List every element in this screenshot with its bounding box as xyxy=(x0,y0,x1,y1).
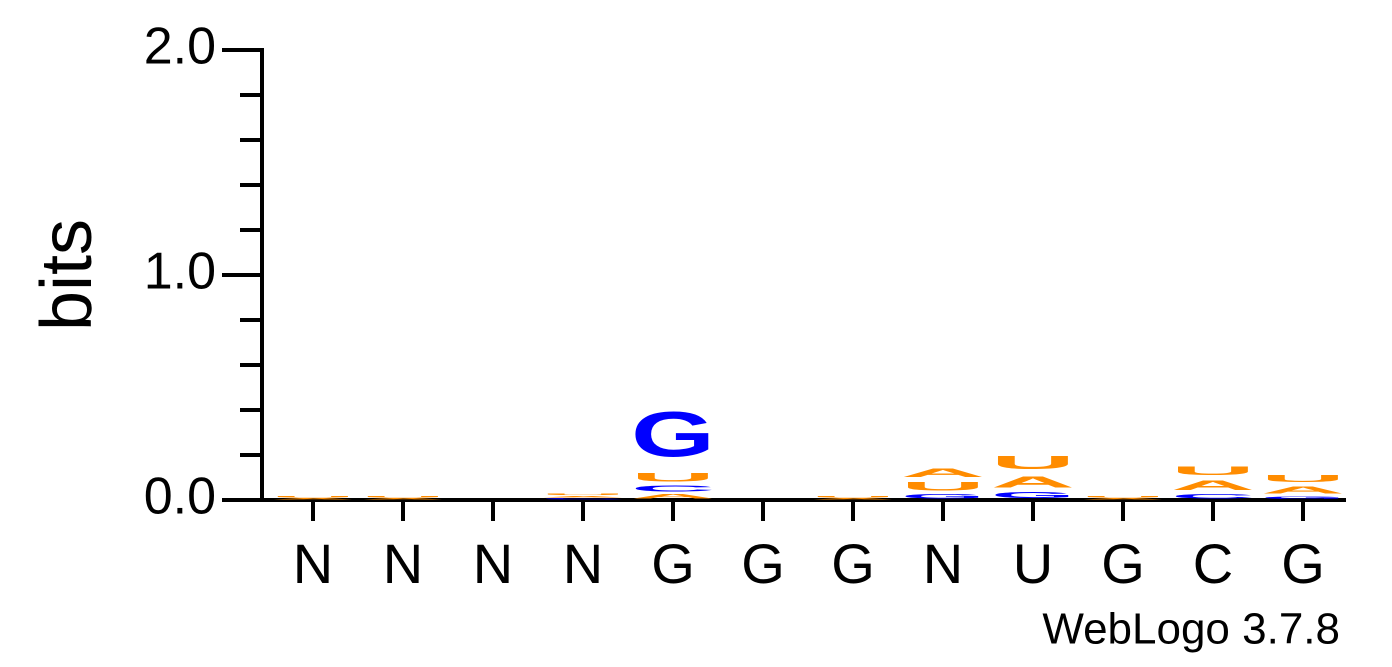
x-tick-label: N xyxy=(293,532,333,595)
logo-letter: A xyxy=(1171,477,1255,493)
x-tick-label: G xyxy=(1281,532,1325,595)
y-tick-label: 1.0 xyxy=(144,243,216,301)
logo-letter: U xyxy=(1261,473,1345,484)
logo-letter: A xyxy=(1081,498,1165,500)
logo-letter: G xyxy=(991,491,1075,500)
logo-letter: A xyxy=(991,473,1075,491)
x-tick-label: N xyxy=(473,532,513,595)
logo-letter: U xyxy=(631,471,715,485)
logo-letter: U xyxy=(1171,464,1255,478)
logo-letter: A xyxy=(901,466,985,480)
x-tick-label: N xyxy=(383,532,423,595)
x-tick-label: N xyxy=(563,532,603,595)
x-tick-label: G xyxy=(741,532,785,595)
x-tick-label: U xyxy=(1013,532,1053,595)
logo-letter: G xyxy=(631,399,715,471)
x-tick-label: G xyxy=(831,532,875,595)
logo-letter: G xyxy=(1261,496,1345,500)
logo-letter: U xyxy=(541,493,625,495)
x-tick-label: G xyxy=(1101,532,1145,595)
logo-letter: U xyxy=(901,480,985,494)
logo-letter: G xyxy=(901,493,985,500)
x-tick-label: N xyxy=(923,532,963,595)
logo-letter: A xyxy=(361,498,445,500)
logo-letter: U xyxy=(271,496,355,498)
y-tick-label: 0.0 xyxy=(144,468,216,526)
y-tick-label: 2.0 xyxy=(144,18,216,76)
logo-letter: A xyxy=(271,498,355,500)
logo-letter: A xyxy=(1261,484,1345,495)
logo-letter: U xyxy=(811,496,895,498)
y-axis-label: bits xyxy=(27,219,107,331)
logo-letter: A xyxy=(541,496,625,498)
x-tick-label: C xyxy=(1193,532,1233,595)
logo-letter: C xyxy=(631,484,715,493)
logo-letter: A xyxy=(811,498,895,500)
x-tick-label: G xyxy=(651,532,695,595)
logo-letter: C xyxy=(541,498,625,500)
logo-letter: U xyxy=(361,496,445,498)
footer: WebLogo 3.7.8 xyxy=(1042,605,1340,654)
logo-letter: C xyxy=(1171,493,1255,500)
logo-letter: U xyxy=(991,453,1075,473)
logo-letter: A xyxy=(631,493,715,500)
logo-letter: U xyxy=(1081,496,1165,498)
